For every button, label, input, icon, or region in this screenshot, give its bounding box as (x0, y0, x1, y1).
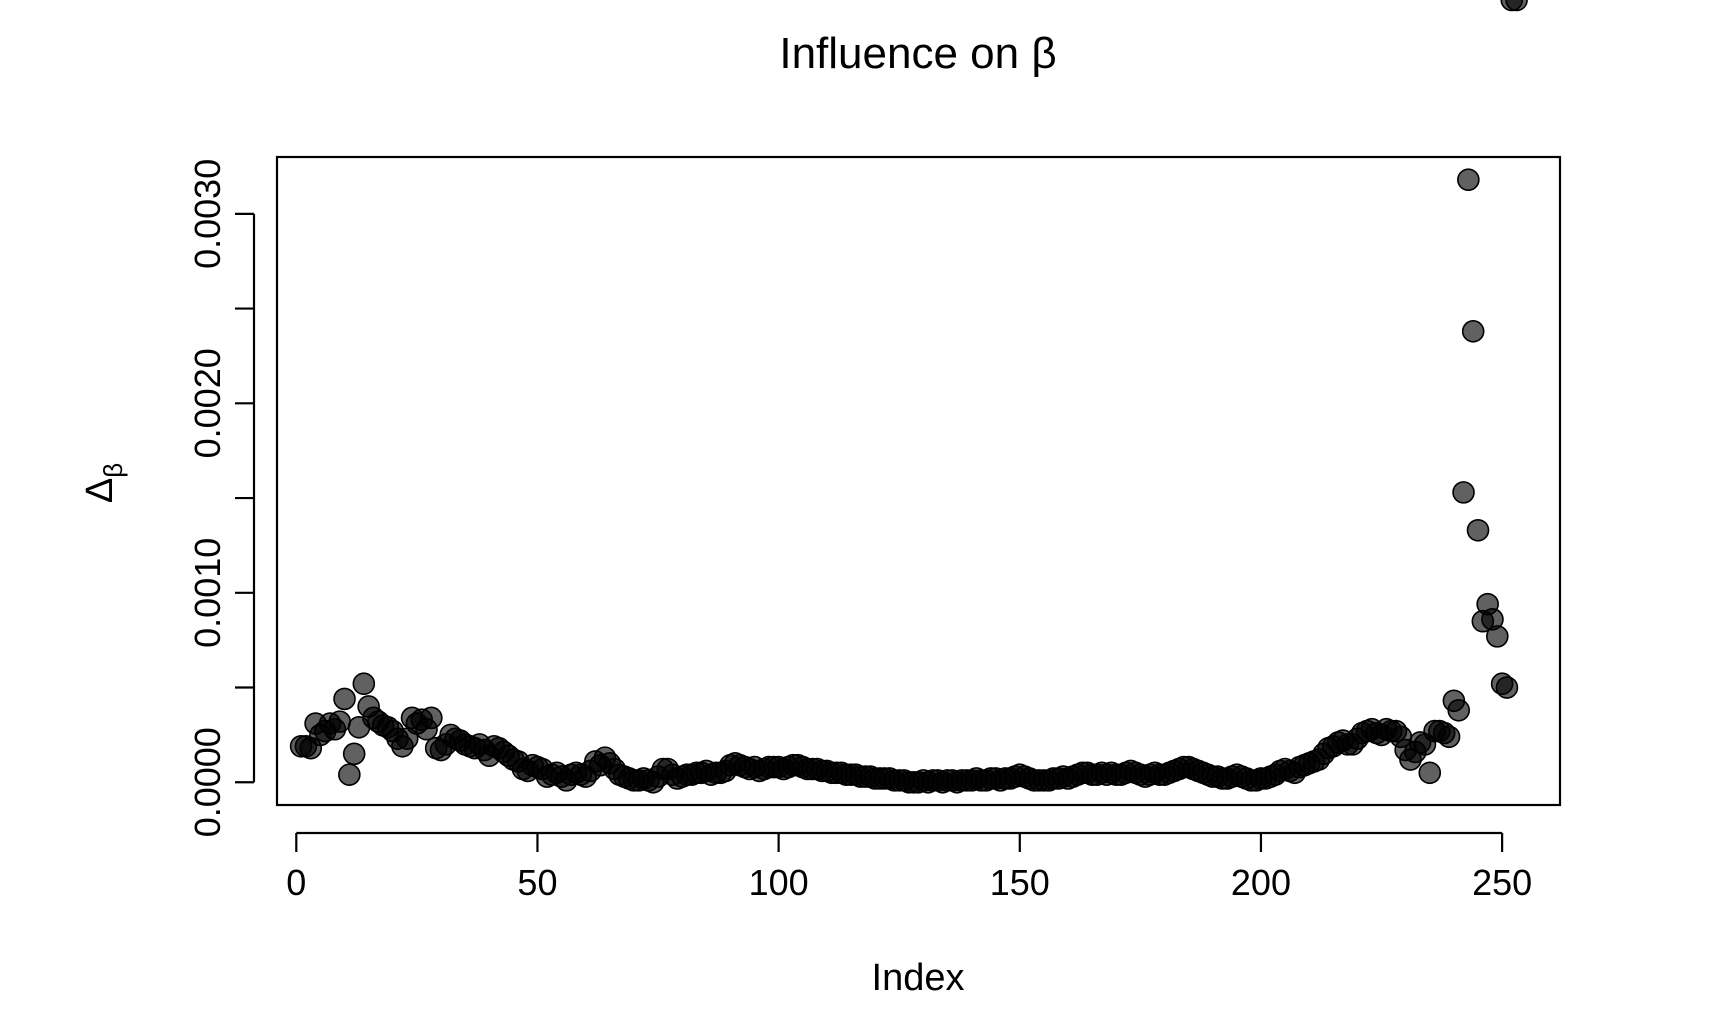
data-point (338, 763, 361, 786)
y-axis-label-main: Δ (79, 478, 121, 503)
x-tick-label: 100 (749, 862, 809, 903)
y-tick-label: 0.0000 (187, 727, 228, 837)
x-axis: 0 50 100 150 200 250 (286, 831, 1532, 903)
data-points (289, 0, 1528, 794)
data-point (420, 706, 443, 730)
x-tick-label: 150 (990, 862, 1050, 903)
chart-title: Influence on β (779, 29, 1056, 78)
data-point (1437, 725, 1461, 749)
x-tick-label: 0 (286, 862, 306, 903)
data-point (1461, 320, 1485, 343)
x-tick-label: 50 (517, 862, 557, 903)
y-axis: 0.0000 0.0010 0.0020 0.0030 (187, 159, 256, 837)
plot-frame (275, 155, 1562, 807)
y-tick-label: 0.0030 (187, 159, 228, 269)
data-point (328, 710, 352, 733)
y-axis-label: Δβ (79, 463, 128, 503)
data-point (1457, 168, 1480, 192)
data-point (1452, 481, 1475, 504)
x-tick-label: 250 (1472, 862, 1532, 903)
data-point (1466, 518, 1490, 542)
data-point (1447, 698, 1471, 722)
y-axis-label-group: Δβ (79, 463, 128, 503)
data-point (1495, 676, 1519, 699)
x-axis-label: Index (872, 957, 965, 999)
data-point (1505, 0, 1528, 12)
y-tick-label: 0.0010 (187, 538, 228, 648)
y-axis-label-subscript: β (98, 463, 128, 478)
y-tick-label: 0.0020 (187, 348, 228, 458)
data-point (352, 672, 376, 696)
data-point (333, 687, 356, 711)
data-point (1418, 761, 1442, 785)
data-point (1485, 625, 1509, 648)
data-point (342, 742, 366, 766)
x-tick-label: 200 (1231, 862, 1291, 903)
